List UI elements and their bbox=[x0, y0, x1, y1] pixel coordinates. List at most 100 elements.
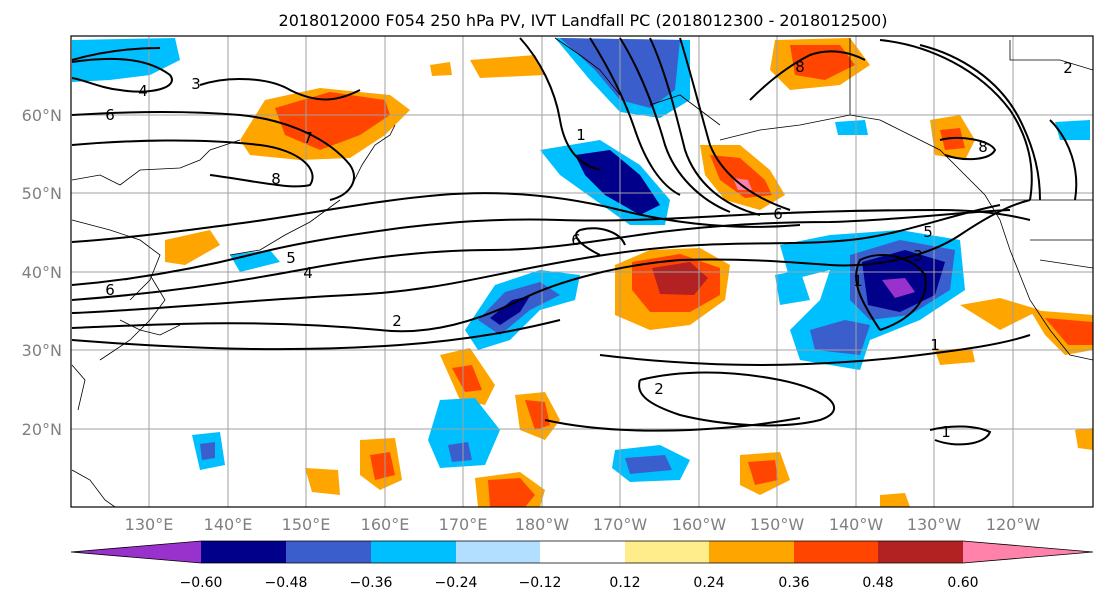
contour-label: 6 bbox=[105, 106, 115, 124]
contour-label: 1 bbox=[930, 336, 940, 354]
shade-negative-patch bbox=[230, 250, 280, 272]
pv-contour-line bbox=[71, 199, 1031, 333]
colorbar-tick-label: 0.24 bbox=[693, 575, 724, 591]
colorbar-tick-labels: −0.60 −0.48 −0.36 −0.24 −0.12 0.12 0.24 … bbox=[180, 575, 979, 591]
shade-positive-patch bbox=[470, 55, 545, 78]
shade-positive-patch bbox=[960, 298, 1040, 330]
pv-contour-line bbox=[638, 371, 835, 427]
colorbar-cell bbox=[625, 541, 709, 563]
shade-positive-patch bbox=[305, 468, 340, 495]
pv-contours bbox=[71, 37, 1078, 446]
lat-label: 50°N bbox=[22, 184, 62, 203]
contour-label: 2 bbox=[1063, 59, 1073, 77]
contour-label: 1 bbox=[853, 272, 863, 290]
pv-contour-line bbox=[71, 319, 561, 351]
shade-negative-patch bbox=[428, 398, 500, 468]
contour-label: 6 bbox=[773, 205, 783, 223]
contour-label: 8 bbox=[795, 58, 805, 76]
shade-positive-core bbox=[275, 92, 390, 150]
lon-label: 160°W bbox=[672, 515, 727, 534]
colorbar-cell bbox=[878, 541, 963, 563]
colorbar-tick-label: −0.48 bbox=[265, 575, 308, 591]
shade-negative-core bbox=[625, 455, 672, 474]
pv-contour-line bbox=[879, 39, 1033, 201]
pv-contour-line bbox=[71, 57, 173, 93]
ivt-shading-layer bbox=[72, 38, 1093, 507]
lon-label: 140°E bbox=[204, 515, 253, 534]
shade-positive-patch bbox=[1075, 428, 1093, 450]
colorbar-tick-label: −0.12 bbox=[519, 575, 562, 591]
lat-label: 40°N bbox=[22, 263, 62, 282]
colorbar-outline bbox=[70, 540, 1094, 564]
contour-label: 8 bbox=[978, 138, 988, 156]
pv-contour-line bbox=[619, 37, 731, 213]
lat-label: 60°N bbox=[22, 106, 62, 125]
colorbar-tick-label: 0.48 bbox=[862, 575, 893, 591]
shade-positive-patch bbox=[430, 62, 452, 76]
lon-label: 170°W bbox=[593, 515, 648, 534]
lon-label: 140°W bbox=[829, 515, 884, 534]
lon-label: 130°W bbox=[907, 515, 962, 534]
shade-positive-core bbox=[790, 45, 855, 80]
shade-negative-core bbox=[448, 442, 472, 462]
shade-positive-core bbox=[748, 460, 778, 485]
pv-contour-line bbox=[544, 417, 801, 432]
pv-contour-line bbox=[929, 425, 992, 446]
colorbar-cell bbox=[456, 541, 540, 563]
colorbar-cell bbox=[709, 541, 794, 563]
pv-contour-line bbox=[71, 204, 1001, 314]
colorbar-tick-label: −0.36 bbox=[350, 575, 393, 591]
latitude-labels: 60°N 50°N 40°N 30°N 20°N bbox=[22, 106, 62, 439]
lon-label: 160°E bbox=[361, 515, 410, 534]
pv-contour-line bbox=[589, 37, 681, 196]
shade-positive-patch bbox=[880, 493, 910, 507]
shade-negative-min bbox=[882, 278, 915, 298]
figure-title: 2018012000 F054 250 hPa PV, IVT Landfall… bbox=[279, 11, 888, 30]
shade-negative-patch bbox=[775, 270, 810, 305]
lon-label: 120°W bbox=[986, 515, 1041, 534]
shade-positive-core bbox=[452, 365, 482, 392]
pv-contour-line bbox=[855, 254, 927, 331]
colorbar-cell bbox=[71, 541, 201, 563]
colorbar-cell bbox=[540, 541, 625, 563]
colorbar-cells bbox=[70, 540, 1094, 564]
contour-label: 4 bbox=[138, 82, 148, 100]
contour-label: 2 bbox=[654, 380, 664, 398]
contour-label: 8 bbox=[271, 170, 281, 188]
pv-contour-line bbox=[749, 50, 866, 101]
lon-label: 170°E bbox=[439, 515, 488, 534]
shade-negative-patch bbox=[1055, 120, 1090, 140]
contour-label: 1 bbox=[576, 126, 586, 144]
colorbar-cell bbox=[286, 541, 371, 563]
colorbar-tick-label: 0.60 bbox=[947, 575, 978, 591]
contour-label: 2 bbox=[392, 312, 402, 330]
shade-positive-core bbox=[370, 452, 395, 480]
shade-positive-core bbox=[525, 400, 550, 430]
shade-negative-core bbox=[810, 320, 870, 355]
shade-positive-core bbox=[488, 478, 535, 507]
pv-contour-line bbox=[649, 37, 761, 216]
colorbar-tick-label: 0.12 bbox=[609, 575, 640, 591]
pv-contour-line bbox=[71, 192, 801, 243]
shade-positive-max bbox=[652, 262, 708, 295]
shade-positive-core bbox=[710, 155, 772, 198]
shade-positive-patch bbox=[165, 230, 220, 265]
lon-label: 130°E bbox=[125, 515, 174, 534]
contour-label: 5 bbox=[923, 223, 933, 241]
pv-contour-line bbox=[599, 334, 1031, 367]
pv-contour-line bbox=[71, 139, 314, 188]
pv-contour-line bbox=[919, 44, 1041, 201]
shade-negative-core bbox=[575, 150, 660, 215]
shade-negative-core bbox=[200, 442, 215, 460]
map-frame bbox=[70, 35, 1094, 508]
lat-label: 20°N bbox=[22, 420, 62, 439]
contour-label: 6 bbox=[571, 231, 581, 249]
colorbar-cell bbox=[963, 541, 1093, 563]
lon-label: 150°W bbox=[750, 515, 805, 534]
shade-positive-core bbox=[1045, 318, 1093, 345]
shade-negative-patch bbox=[835, 120, 868, 135]
pv-contour-line bbox=[71, 110, 355, 201]
pv-contour-line bbox=[519, 37, 601, 171]
